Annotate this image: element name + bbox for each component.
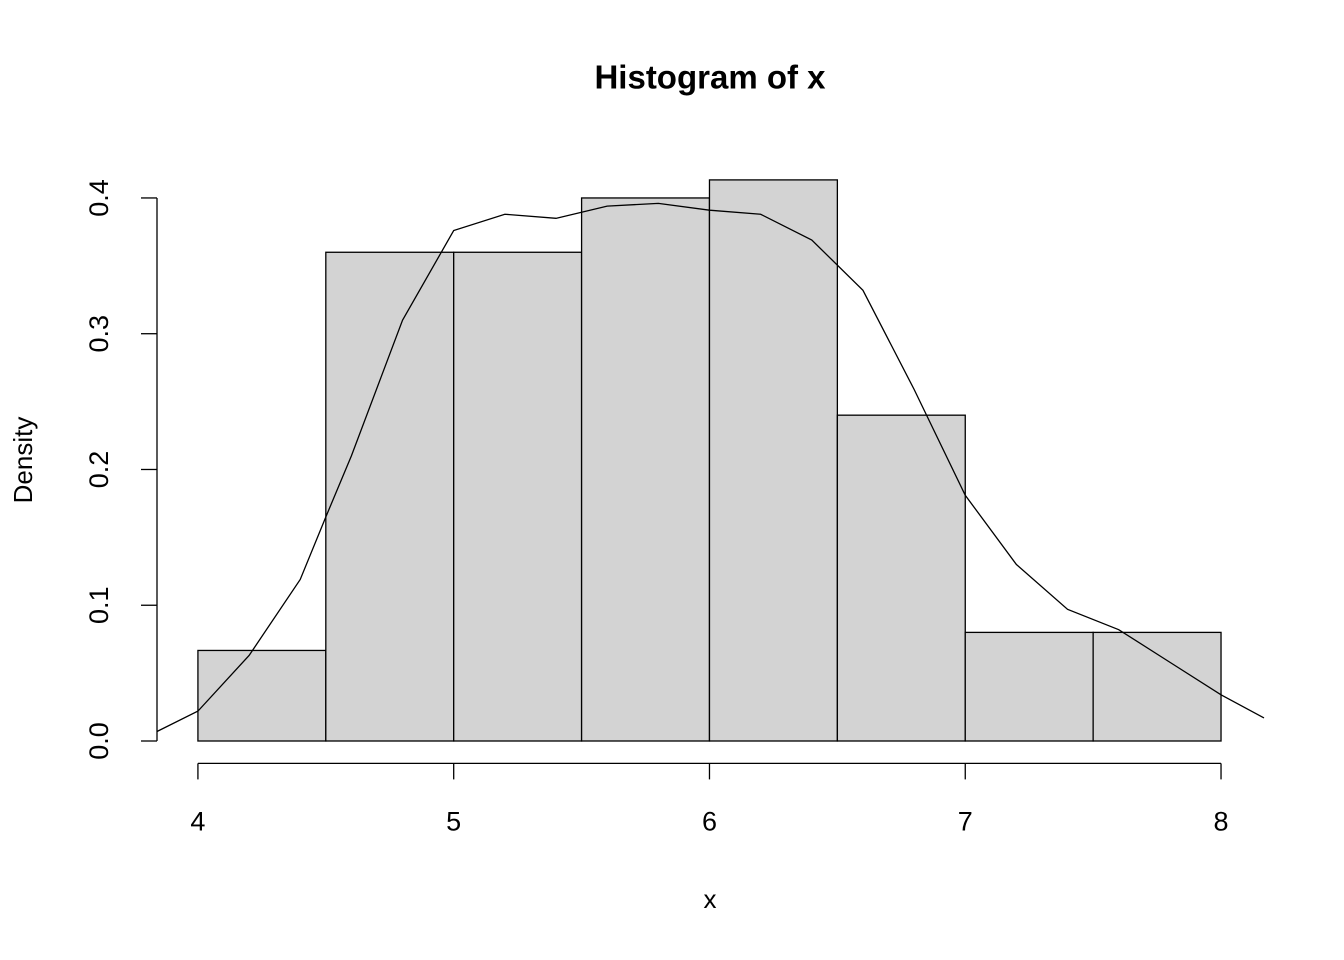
y-tick-label: 0.4 xyxy=(84,179,114,217)
bar xyxy=(1092,631,1222,742)
x-tick-label: 8 xyxy=(1214,807,1229,837)
x-tick-label: 7 xyxy=(958,807,973,837)
y-tick-label: 0.1 xyxy=(84,586,114,624)
bar xyxy=(836,414,966,742)
x-tick-label: 6 xyxy=(702,807,717,837)
x-tick-label: 4 xyxy=(190,807,205,837)
bar xyxy=(453,251,583,742)
bar xyxy=(197,649,327,742)
bar xyxy=(708,179,839,742)
bar xyxy=(325,251,455,742)
density-line xyxy=(156,202,1265,733)
bar xyxy=(964,631,1094,742)
y-axis-title: Density xyxy=(8,417,38,504)
x-tick-label: 5 xyxy=(446,807,461,837)
y-tick-label: 0.2 xyxy=(84,451,114,489)
x-axis-title: x xyxy=(704,884,717,914)
y-tick-label: 0.3 xyxy=(84,315,114,353)
chart-title: Histogram of x xyxy=(594,59,826,96)
bar xyxy=(580,197,711,742)
y-tick-label: 0.0 xyxy=(84,722,114,760)
